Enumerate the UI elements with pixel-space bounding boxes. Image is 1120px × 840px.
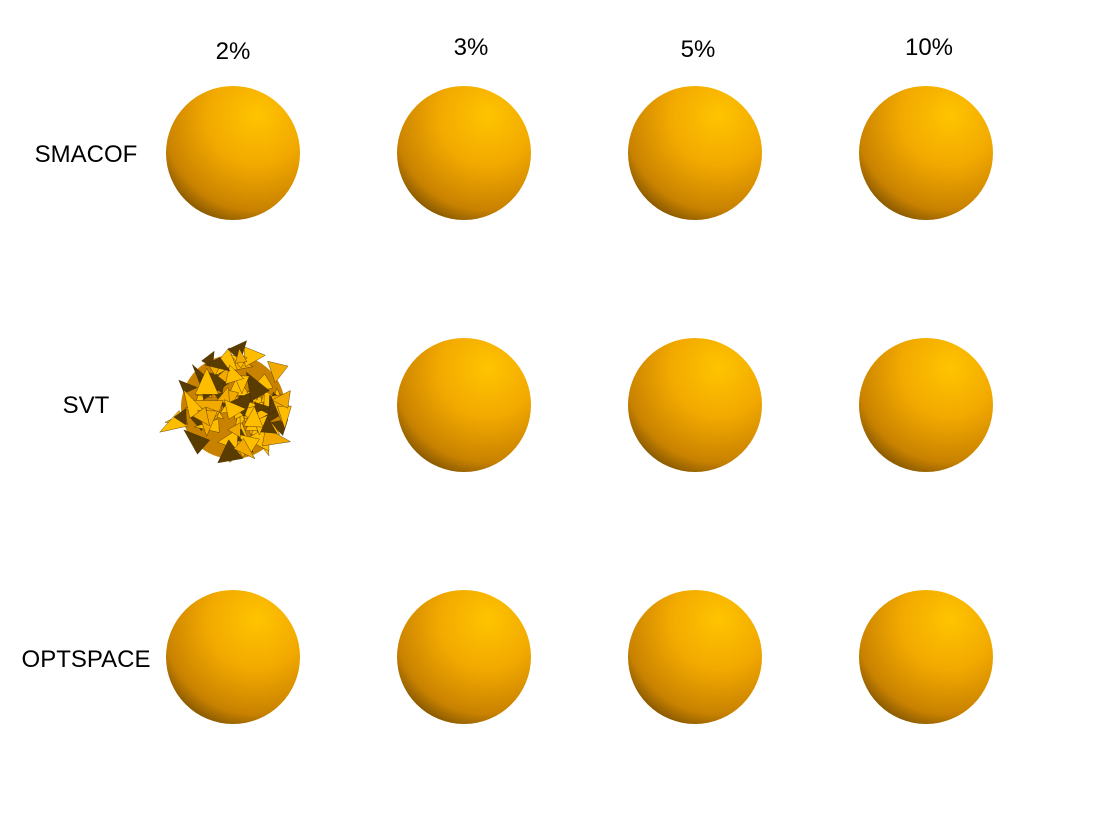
optspace-2-percent-sphere <box>166 590 300 724</box>
smacof-2-percent-sphere <box>166 86 300 220</box>
optspace-5-percent-sphere <box>628 590 762 724</box>
svt-3-percent-sphere <box>397 338 531 472</box>
smacof-3-percent-sphere <box>397 86 531 220</box>
column-label-5-percent: 5% <box>680 36 716 63</box>
row-label-svt: SVT <box>62 392 110 419</box>
column-label-3-percent: 3% <box>453 34 489 61</box>
svt-2-percent-spiky-reconstruction <box>159 340 292 464</box>
row-label-optspace: OPTSPACE <box>21 646 151 673</box>
row-label-smacof: SMACOF <box>34 141 138 168</box>
smacof-5-percent-sphere <box>628 86 762 220</box>
column-label-10-percent: 10% <box>904 34 954 61</box>
optspace-10-percent-sphere <box>859 590 993 724</box>
smacof-10-percent-sphere <box>859 86 993 220</box>
svt-5-percent-sphere <box>628 338 762 472</box>
column-label-2-percent: 2% <box>215 38 251 65</box>
svt-10-percent-sphere <box>859 338 993 472</box>
optspace-3-percent-sphere <box>397 590 531 724</box>
